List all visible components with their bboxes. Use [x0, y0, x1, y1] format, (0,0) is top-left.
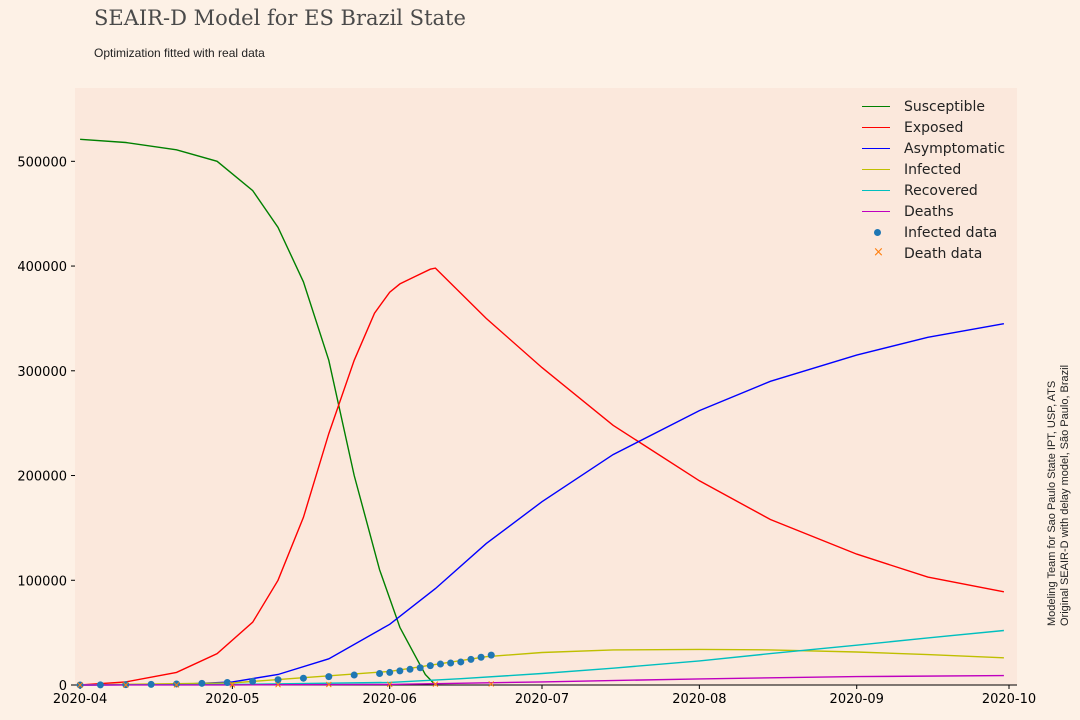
legend-label: Exposed	[904, 119, 964, 136]
legend-label: Asymptomatic	[904, 140, 1006, 157]
x-tick-label: 2020-10	[982, 692, 1036, 707]
legend-swatch	[860, 117, 890, 138]
x-tick-label: 2020-08	[672, 692, 726, 707]
legend-entry: Exposed	[860, 117, 1005, 138]
legend-entry: Susceptible	[860, 96, 1005, 117]
y-tick-label: 100000	[17, 574, 67, 589]
legend-swatch	[860, 201, 890, 222]
death-data-point	[488, 681, 495, 687]
y-tick-label: 200000	[17, 470, 67, 485]
x-tick-label: 2020-04	[53, 692, 107, 707]
infected-data-point	[173, 680, 181, 688]
infected-data-point	[350, 671, 358, 679]
infected-data-point	[386, 668, 394, 676]
death-data-point	[432, 681, 439, 688]
infected-data-point	[249, 677, 257, 685]
y-tick-label: 400000	[17, 260, 67, 275]
x-tick-label: 2020-05	[205, 692, 259, 707]
legend-label: Death data	[904, 245, 983, 262]
legend-label: Infected data	[904, 224, 998, 241]
x-tick-label: 2020-07	[515, 692, 569, 707]
infected-data-point	[487, 651, 495, 659]
chart-title: SEAIR-D Model for ES Brazil State	[94, 6, 466, 30]
infected-data-point	[436, 660, 444, 668]
infected-data-point	[223, 678, 231, 686]
legend-entry: Recovered	[860, 180, 1005, 201]
death-data-point	[77, 682, 83, 688]
series-line-recovered	[80, 629, 1004, 686]
y-tick-label: 0	[59, 679, 67, 694]
y-tick-label: 300000	[17, 365, 67, 380]
legend-swatch	[860, 159, 890, 180]
series-line-asymptomatic	[80, 323, 1005, 686]
infected-data-point	[396, 667, 404, 675]
legend-swatch	[860, 138, 890, 159]
infected-data-point	[299, 674, 307, 682]
legend-swatch	[860, 96, 890, 117]
legend-entry: Deaths	[860, 201, 1005, 222]
legend-label: Susceptible	[904, 98, 986, 115]
infected-data-point	[426, 662, 434, 670]
death-data-point	[325, 681, 332, 688]
x-tick-label: 2020-06	[363, 692, 417, 707]
legend-entry: Asymptomatic	[860, 138, 1005, 159]
death-data-point	[122, 682, 129, 688]
chart-legend: Susceptible Exposed Asymptomatic Infected Re…	[860, 96, 1005, 264]
infected-data-point	[274, 676, 282, 684]
legend-entry: Infected data	[860, 222, 1005, 243]
series-line-exposed	[80, 267, 1005, 686]
y-tick-label: 500000	[17, 155, 67, 170]
infected-data-point	[447, 659, 455, 667]
infected-data-point	[457, 658, 465, 666]
infected-data-point	[96, 681, 104, 689]
x-tick-label: 2020-09	[830, 692, 884, 707]
death-data-point	[229, 681, 236, 688]
infected-data-point	[198, 679, 206, 687]
infected-data-point	[467, 655, 475, 663]
side-note-line-1: Modeling Team for Sao Paulo State IPT, U…	[1046, 380, 1058, 626]
legend-label: Recovered	[904, 182, 978, 199]
legend-label: Deaths	[904, 203, 954, 220]
side-note-line-2: Original SEAIR-D with delay model, São P…	[1059, 364, 1071, 626]
infected-data-point	[325, 673, 333, 681]
infected-data-point	[416, 664, 424, 672]
infected-data-point	[376, 669, 384, 677]
legend-entry: Infected	[860, 159, 1005, 180]
death-data-point	[173, 682, 180, 688]
series-line-infected	[80, 648, 1004, 686]
death-data-point	[386, 681, 393, 688]
side-note: Modeling Team for Sao Paulo State IPT, U…	[1046, 356, 1072, 626]
legend-label: Infected	[904, 161, 962, 178]
legend-swatch	[860, 180, 890, 201]
chart-subtitle: Optimization fitted with real data	[94, 46, 265, 60]
infected-data-point	[477, 653, 485, 661]
series-line-susceptible	[80, 138, 436, 686]
infected-data-point	[406, 665, 414, 673]
death-data-point	[275, 681, 281, 688]
legend-entry: × Death data	[860, 243, 1005, 264]
legend-swatch: ×	[873, 245, 884, 260]
infected-data-point	[147, 680, 155, 688]
legend-swatch	[860, 222, 890, 243]
plot-area	[75, 88, 1017, 685]
